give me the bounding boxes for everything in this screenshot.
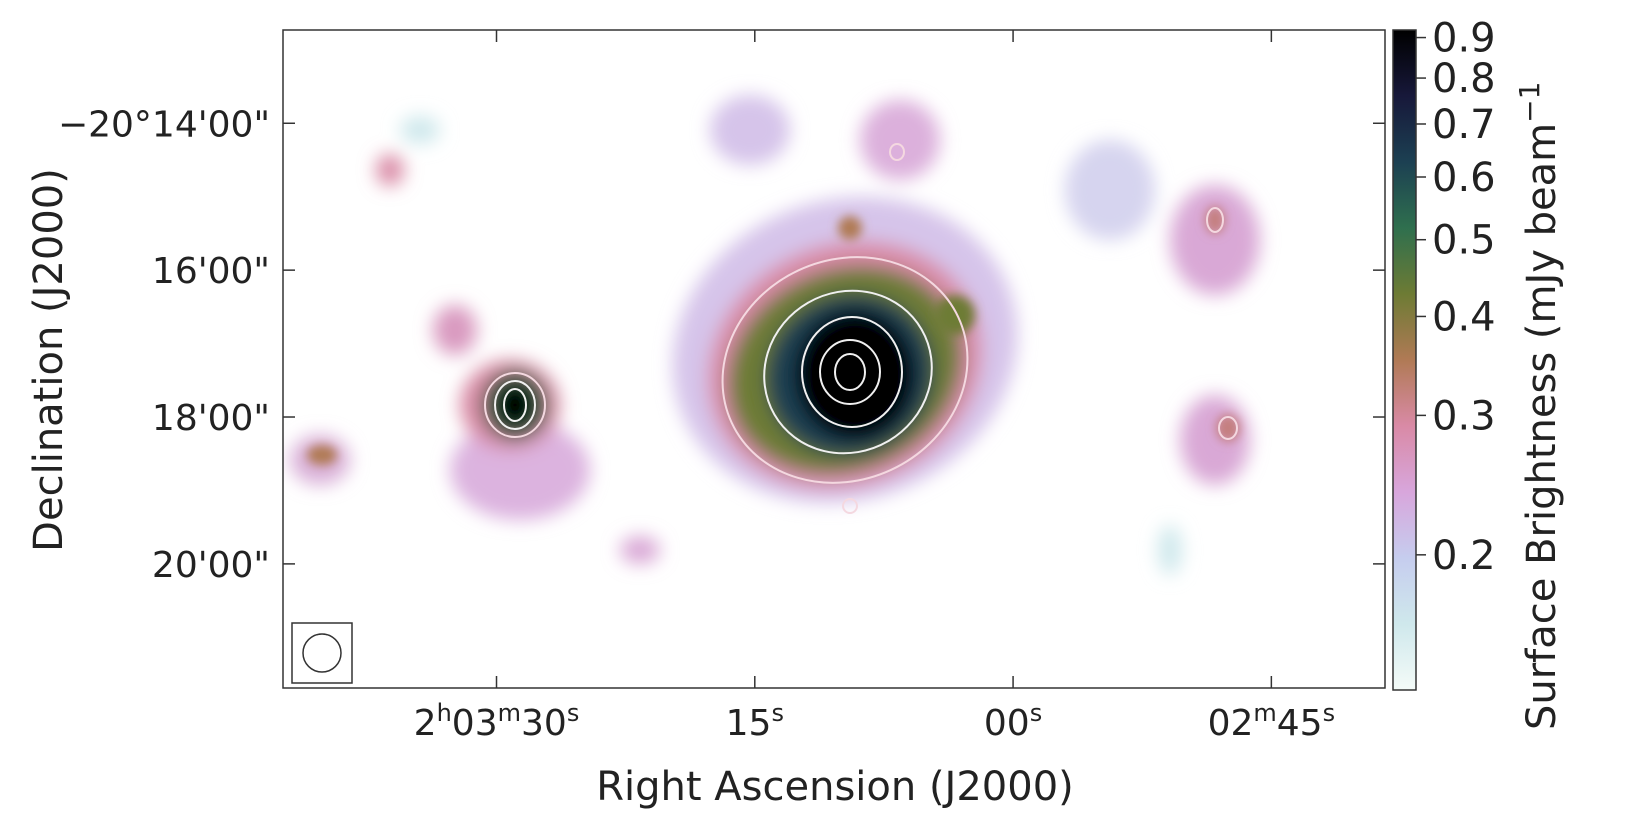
x-tick-label: 15s (726, 699, 784, 744)
y-axis-label: Declination (J2000) (26, 168, 72, 552)
colorbar-tick-label: 0.6 (1432, 155, 1496, 201)
colorbar-tick-label: 0.5 (1432, 218, 1496, 264)
y-tick-label: 18'00" (152, 398, 270, 439)
x-axis-label: Right Ascension (J2000) (596, 764, 1074, 810)
y-tick-label: 16'00" (152, 251, 270, 292)
colorbar-tick-label: 0.8 (1432, 56, 1496, 102)
y-tick-label: 20'00" (152, 545, 270, 586)
colorbar-label: Surface Brightness (mJy beam−1 (1513, 82, 1565, 730)
colorbar-tick-label: 0.7 (1432, 102, 1496, 148)
x-tick-label: 2h03m30s (414, 699, 580, 744)
y-tick-label: −20°14'00" (58, 104, 270, 145)
x-tick-label: 00s (984, 699, 1042, 744)
colorbar-tick-label: 0.2 (1432, 533, 1496, 579)
colorbar-tick-label: 0.9 (1432, 16, 1496, 62)
colorbar (1393, 30, 1416, 690)
colorbar-tick-label: 0.4 (1432, 294, 1496, 340)
figure: Right Ascension (J2000) Declination (J20… (0, 0, 1632, 839)
colorbar-tick-label: 0.3 (1432, 393, 1496, 439)
x-tick-label: 02m45s (1208, 699, 1336, 744)
